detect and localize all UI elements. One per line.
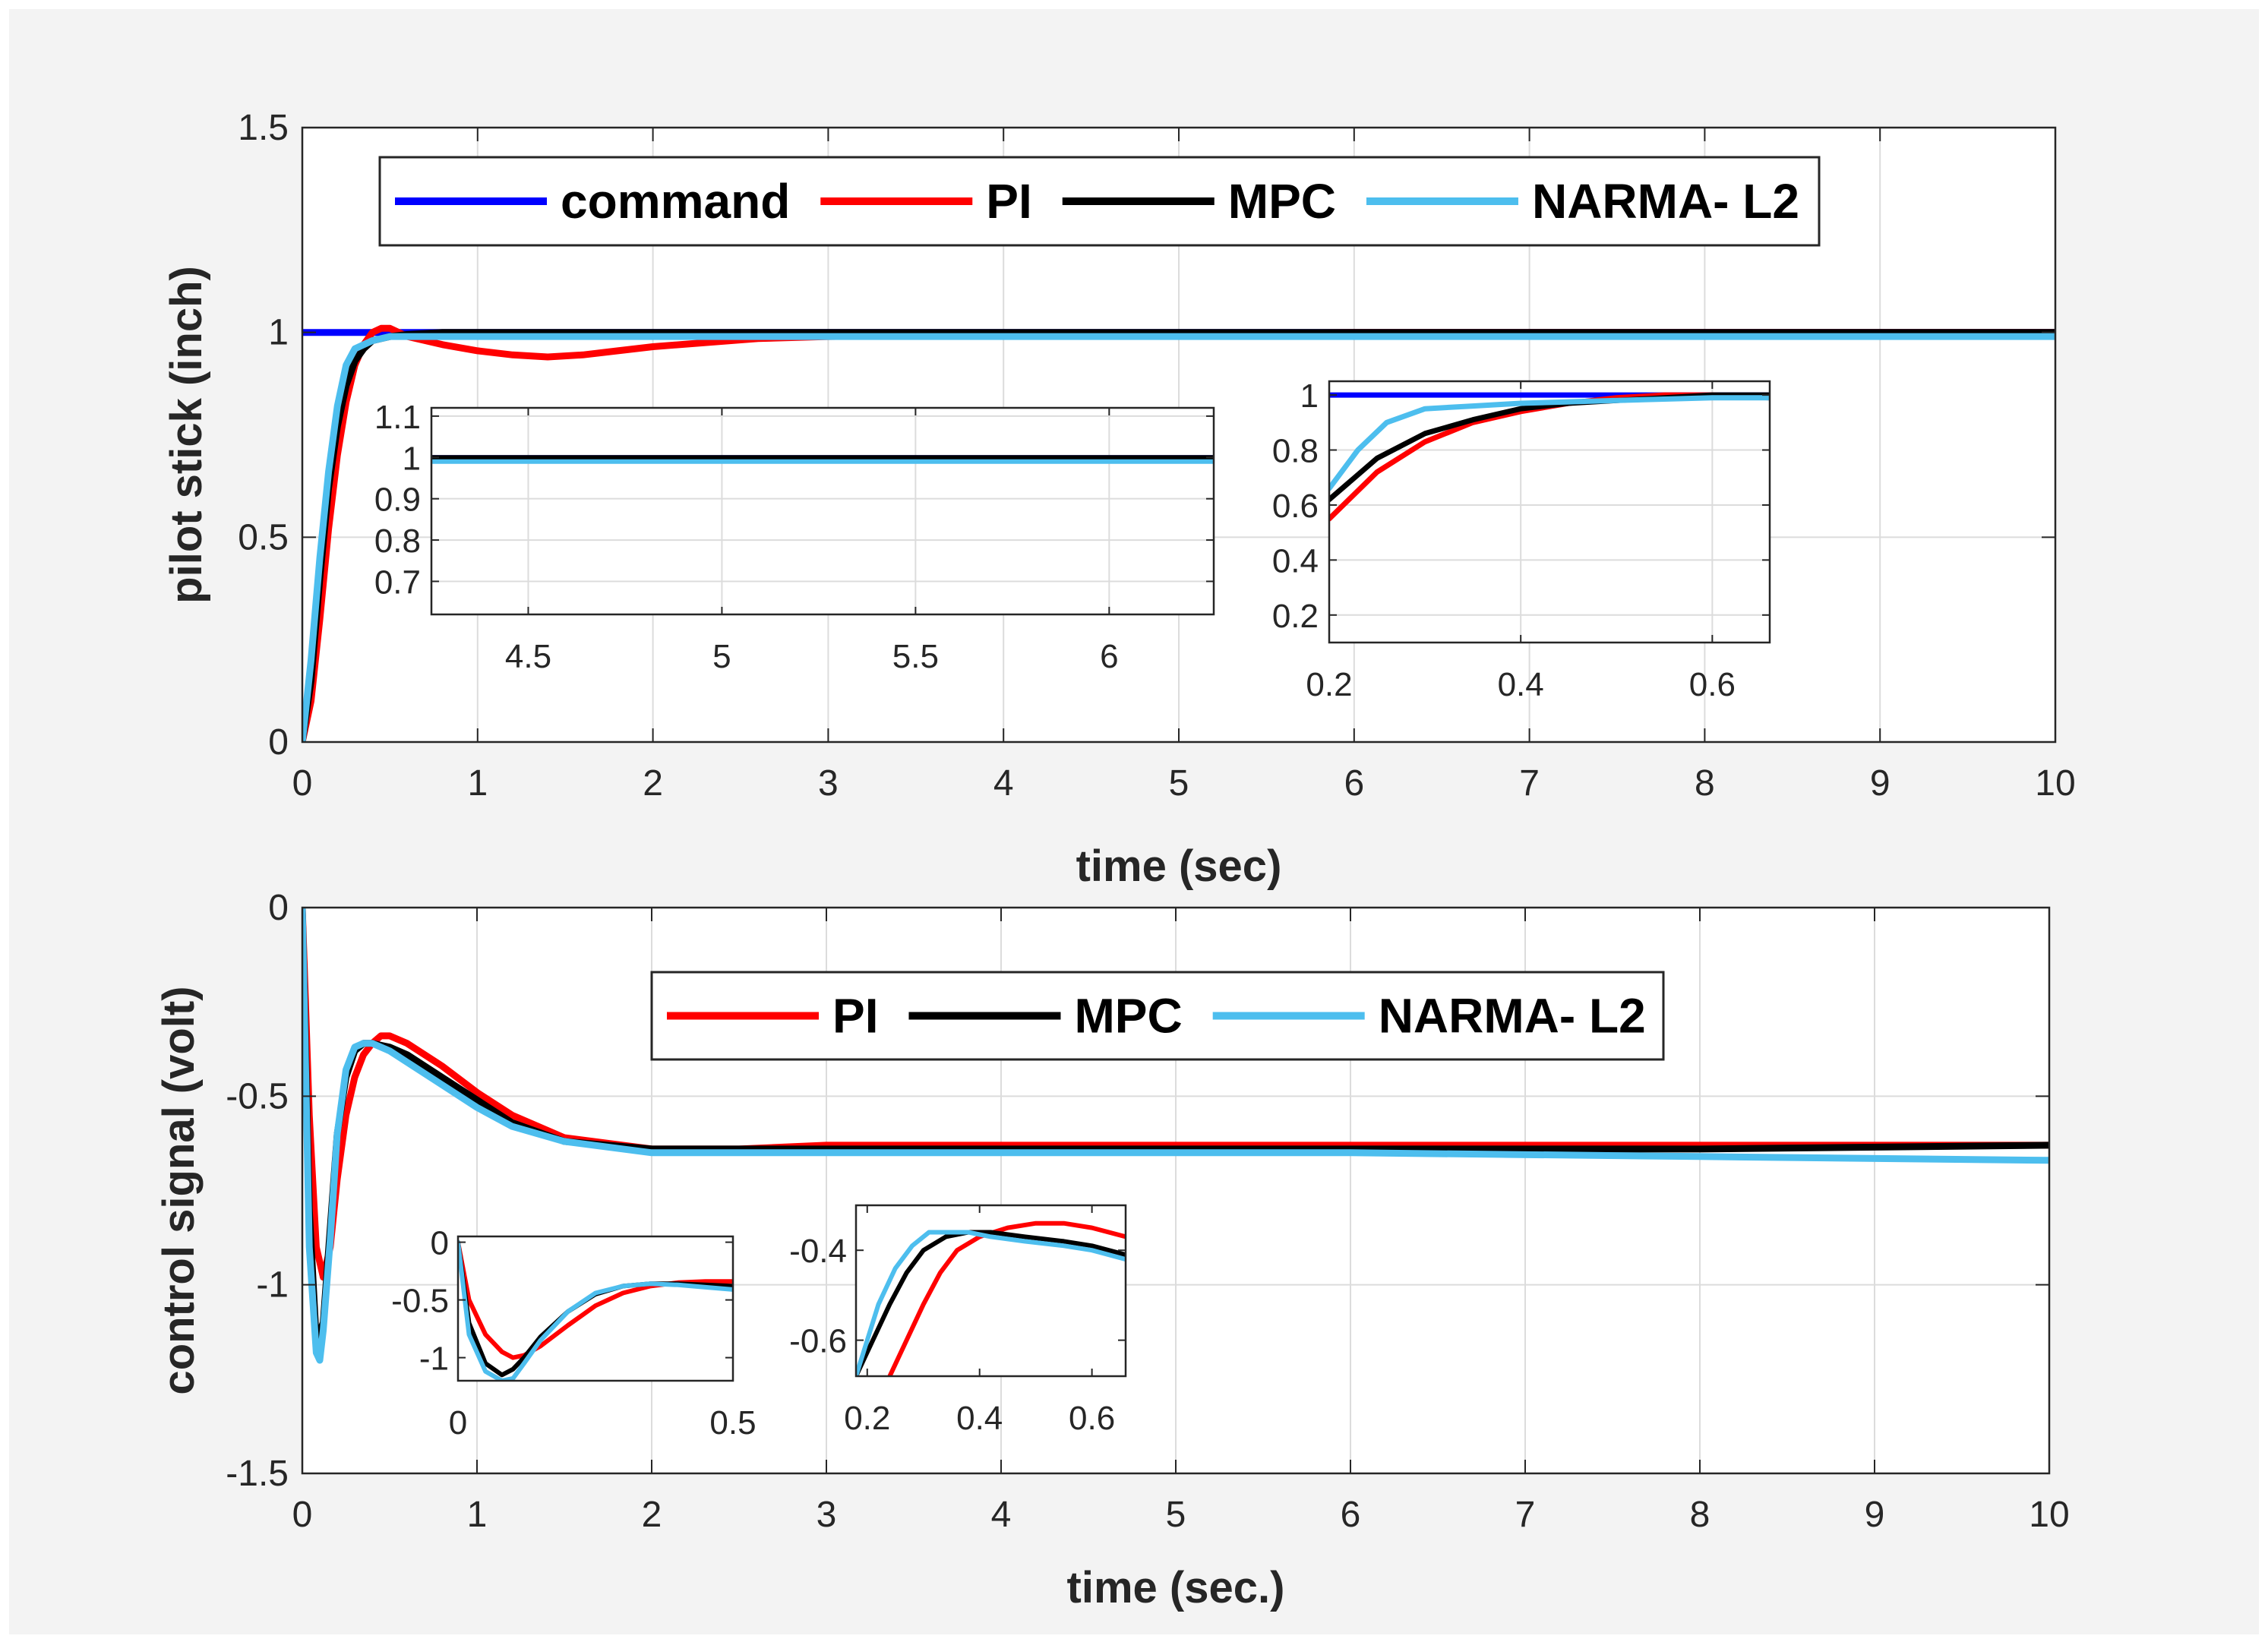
x-tick-label: 0.2 [1306, 666, 1352, 703]
y-tick-label: -0.5 [226, 1076, 289, 1116]
y-tick-label: 0.8 [1272, 433, 1319, 470]
top-inset-chart-2: 0.2 0.4 0.6 0.2 0.4 0.6 0.8 1 [1272, 377, 1771, 703]
x-tick-label: 5 [1169, 763, 1189, 804]
series-line-narma-l2 [302, 908, 2049, 1364]
series-line-narma-l2 [856, 1230, 1126, 1376]
legend-label: PI [832, 989, 878, 1044]
y-tick-label: -1 [419, 1340, 449, 1378]
x-tick-label: 10 [2035, 763, 2075, 804]
y-tick-label: 1.5 [238, 108, 289, 148]
series-group [856, 1220, 1126, 1376]
x-tick-label: 0 [292, 1495, 313, 1535]
y-tick-label: 1 [403, 440, 421, 477]
x-tick-label: 5 [1166, 1495, 1186, 1535]
y-tick-label: 0.7 [374, 564, 421, 601]
bottom-inset-chart-1: 0 0.5 -1 -0.5 0 [391, 1225, 756, 1441]
legend-label: command [561, 174, 790, 229]
series-group [1329, 392, 1770, 522]
y-axis-label: pilot stick (inch) [162, 266, 211, 604]
x-tick-label: 0 [449, 1404, 467, 1441]
y-tick-label: 0.2 [1272, 598, 1319, 635]
x-tick-label: 9 [1865, 1495, 1885, 1535]
x-axis-label: time (sec) [1076, 842, 1282, 891]
y-tick-label: -1 [256, 1265, 289, 1306]
plot-area [458, 1236, 733, 1381]
x-tick-label: 0.5 [709, 1404, 756, 1441]
x-tick-label: 6 [1344, 763, 1364, 804]
x-tick-label: 10 [2029, 1495, 2069, 1535]
y-tick-label: -0.4 [789, 1233, 847, 1270]
series-group [302, 324, 2055, 742]
y-tick-label: 1.1 [374, 399, 421, 436]
legend-label: NARMA- L2 [1532, 174, 1799, 229]
series-group [458, 1239, 733, 1381]
axes-box [854, 1204, 1127, 1378]
legend-label: MPC [1074, 989, 1182, 1044]
x-tick-label: 7 [1519, 763, 1540, 804]
x-tick-label: 4.5 [505, 638, 551, 675]
y-tick-label: 0.8 [374, 523, 421, 560]
x-axis-label: time (sec.) [1067, 1563, 1285, 1612]
x-tick-label: 5 [712, 638, 731, 675]
x-tick-label: 9 [1870, 763, 1891, 804]
y-tick-label: 1 [268, 313, 289, 353]
series-group [302, 908, 2049, 1364]
x-tick-label: 2 [642, 1495, 662, 1535]
y-tick-label: 0 [431, 1225, 449, 1262]
x-tick-label: 1 [467, 1495, 488, 1535]
x-tick-label: 6 [1100, 638, 1118, 675]
legend-label: NARMA- L2 [1379, 989, 1646, 1044]
x-tick-label: 0 [292, 763, 313, 804]
x-tick-label: 8 [1690, 1495, 1710, 1535]
series-line-narma-l2 [1329, 395, 1770, 491]
x-tick-label: 1 [467, 763, 488, 804]
y-tick-label: -1.5 [226, 1454, 289, 1494]
x-tick-label: 3 [817, 1495, 837, 1535]
y-tick-label: 0 [268, 888, 289, 928]
x-tick-label: 0.6 [1069, 1400, 1115, 1437]
legend-label: PI [986, 174, 1031, 229]
x-tick-label: 4 [993, 763, 1014, 804]
x-tick-label: 7 [1515, 1495, 1536, 1535]
plot-area [431, 408, 1214, 614]
x-tick-label: 3 [818, 763, 839, 804]
x-tick-label: 0.4 [956, 1400, 1003, 1437]
x-tick-label: 0.4 [1498, 666, 1544, 703]
axes-box [456, 1235, 734, 1382]
bottom-inset-chart-2: 0.2 0.4 0.6 -0.6 -0.4 [789, 1204, 1127, 1437]
top-inset-chart-1: 4.5 5 5.5 6 0.7 0.8 0.9 1 1.1 [374, 399, 1215, 675]
legend-box [650, 971, 1665, 1061]
x-tick-label: 2 [643, 763, 663, 804]
series-group [431, 455, 1214, 464]
y-axis-label: control signal (volt) [154, 986, 204, 1394]
x-tick-label: 6 [1341, 1495, 1361, 1535]
axes-box [430, 406, 1215, 616]
x-tick-label: 0.2 [844, 1400, 890, 1437]
axes-box [1328, 380, 1771, 644]
x-tick-label: 8 [1695, 763, 1715, 804]
y-tick-label: -0.5 [391, 1283, 449, 1320]
series-line-narma-l2 [302, 333, 2055, 742]
x-tick-label: 4 [991, 1495, 1012, 1535]
y-tick-label: 0 [268, 722, 289, 763]
y-tick-label: 0.4 [1272, 542, 1319, 579]
legend: command PI MPC NARMA- L2 [378, 156, 1821, 247]
y-tick-label: 1 [1300, 377, 1319, 415]
series-line-narma-l2 [458, 1239, 733, 1381]
plot-area [1329, 381, 1770, 643]
y-tick-label: 0.5 [238, 517, 289, 557]
x-tick-label: 5.5 [892, 638, 939, 675]
y-tick-label: 0.6 [1272, 488, 1319, 525]
y-tick-label: -0.6 [789, 1323, 847, 1360]
legend-label: MPC [1228, 174, 1336, 229]
y-tick-label: 0.9 [374, 482, 421, 519]
legend: PI MPC NARMA- L2 [650, 971, 1665, 1061]
x-tick-label: 0.6 [1689, 666, 1736, 703]
